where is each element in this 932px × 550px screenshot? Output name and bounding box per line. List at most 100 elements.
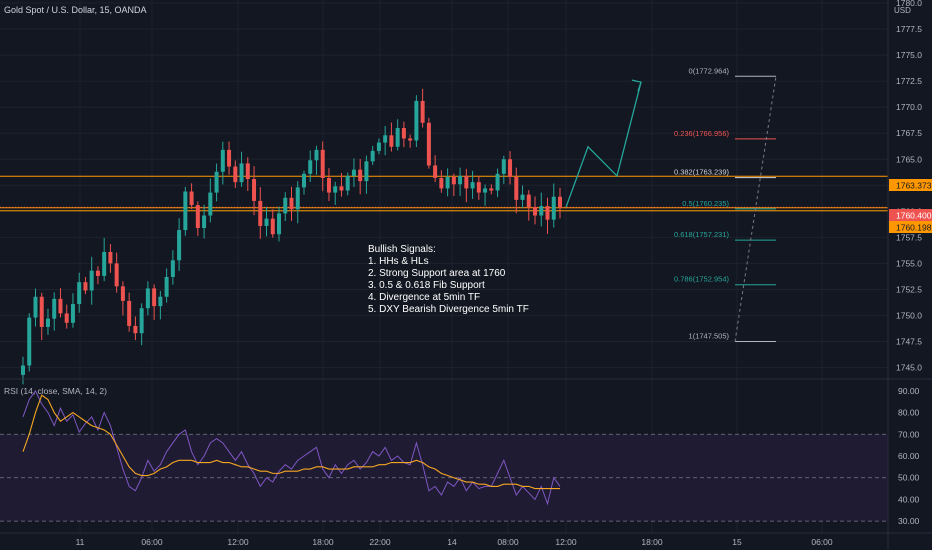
candle-body[interactable]	[283, 197, 288, 214]
candle-body[interactable]	[339, 186, 344, 191]
resistance-price-tag[interactable]: 1763.373	[889, 179, 932, 191]
candle-body[interactable]	[83, 282, 88, 291]
candle-body[interactable]	[526, 194, 531, 208]
candle-body[interactable]	[95, 270, 100, 276]
candle-body[interactable]	[558, 196, 562, 208]
candle-body[interactable]	[439, 178, 444, 189]
candle-body[interactable]	[476, 182, 481, 193]
candle-body[interactable]	[426, 122, 431, 166]
candle-body[interactable]	[39, 296, 44, 327]
candle-body[interactable]	[489, 188, 494, 191]
candle-body[interactable]	[21, 365, 25, 375]
candle-body[interactable]	[414, 100, 419, 141]
candle-body[interactable]	[102, 251, 107, 276]
candle-body[interactable]	[164, 276, 169, 297]
candle-body[interactable]	[483, 188, 488, 193]
candle-body[interactable]	[108, 251, 113, 264]
candle-body[interactable]	[539, 206, 544, 216]
rsi-header[interactable]: RSI (14, close, SMA, 14, 2)	[4, 386, 107, 396]
candle-body[interactable]	[270, 218, 275, 235]
candle-body[interactable]	[401, 128, 406, 139]
annotation-bullish-signals[interactable]: Bullish Signals: 1. HHs & HLs 2. Strong …	[368, 244, 529, 315]
candle-body[interactable]	[183, 191, 188, 231]
candle-body[interactable]	[89, 270, 94, 291]
candle-body[interactable]	[220, 149, 225, 172]
last-price-tag[interactable]: 1760.400	[889, 209, 932, 221]
candle-body[interactable]	[420, 100, 425, 123]
candle-body[interactable]	[314, 149, 319, 161]
candle-body[interactable]	[114, 263, 119, 287]
candle-body[interactable]	[408, 138, 413, 141]
candle-body[interactable]	[364, 161, 369, 182]
candle-body[interactable]	[27, 317, 32, 366]
candle-body[interactable]	[233, 166, 238, 183]
candle-body[interactable]	[326, 178, 331, 193]
candlesticks[interactable]	[21, 88, 562, 385]
candle-body[interactable]	[345, 175, 350, 191]
candle-body[interactable]	[245, 163, 250, 180]
time-axis[interactable]: 11 06:00 12:00 18:00 22:00 14 08:00 12:00 18:00 1…	[76, 537, 833, 547]
candle-body[interactable]	[195, 205, 200, 228]
candle-body[interactable]	[127, 300, 132, 326]
fib-trend-line[interactable]	[734, 76, 777, 342]
projection-path[interactable]	[565, 82, 642, 208]
candle-body[interactable]	[520, 194, 525, 200]
support-price-tag[interactable]: 1760.198	[889, 221, 932, 233]
fib-retracement[interactable]: 0(1772.964) 0.236(1766.956) 0.382(1763.239…	[674, 66, 777, 342]
candle-body[interactable]	[252, 179, 257, 201]
candle-body[interactable]	[351, 169, 356, 176]
candle-body[interactable]	[70, 304, 75, 323]
projection-arrow[interactable]	[565, 79, 642, 208]
candle-body[interactable]	[433, 165, 438, 179]
candle-body[interactable]	[227, 149, 232, 167]
candle-body[interactable]	[301, 173, 306, 188]
candle-body[interactable]	[464, 175, 469, 189]
candle-body[interactable]	[158, 296, 163, 307]
candle-body[interactable]	[77, 282, 82, 305]
candle-body[interactable]	[508, 159, 513, 177]
candle-body[interactable]	[145, 288, 150, 309]
candle-body[interactable]	[45, 318, 50, 327]
candle-body[interactable]	[202, 215, 207, 229]
candle-body[interactable]	[277, 213, 282, 235]
candle-body[interactable]	[295, 187, 300, 210]
candle-body[interactable]	[214, 171, 219, 193]
candle-body[interactable]	[139, 308, 144, 334]
candle-body[interactable]	[376, 142, 381, 151]
candle-body[interactable]	[320, 149, 325, 178]
candle-body[interactable]	[189, 191, 194, 206]
rsi-axis[interactable]: 30.00 40.00 50.00 60.00 70.00 80.00 90.00	[898, 386, 920, 526]
candle-body[interactable]	[358, 169, 363, 182]
candle-body[interactable]	[308, 160, 313, 174]
candle-body[interactable]	[152, 288, 157, 307]
candle-body[interactable]	[395, 128, 400, 147]
candle-body[interactable]	[445, 176, 450, 189]
candle-body[interactable]	[389, 135, 394, 147]
candle-body[interactable]	[52, 298, 57, 319]
symbol-title[interactable]: Gold Spot / U.S. Dollar, 15, OANDA	[4, 5, 147, 15]
candle-body[interactable]	[58, 298, 63, 314]
candle-body[interactable]	[370, 150, 375, 162]
candle-body[interactable]	[208, 192, 213, 216]
candle-body[interactable]	[451, 176, 456, 185]
candle-body[interactable]	[551, 196, 556, 220]
candle-body[interactable]	[514, 176, 519, 200]
candle-body[interactable]	[289, 197, 294, 210]
candle-body[interactable]	[64, 313, 69, 323]
candle-body[interactable]	[170, 260, 175, 277]
candle-body[interactable]	[258, 200, 263, 226]
candle-body[interactable]	[545, 206, 550, 220]
candle-body[interactable]	[33, 296, 38, 318]
candle-body[interactable]	[120, 286, 125, 301]
candle-body[interactable]	[533, 207, 538, 216]
candle-body[interactable]	[470, 182, 475, 189]
candle-body[interactable]	[177, 230, 182, 261]
candle-body[interactable]	[501, 159, 506, 174]
candle-body[interactable]	[458, 175, 463, 185]
candle-body[interactable]	[495, 173, 500, 191]
candle-body[interactable]	[239, 163, 244, 183]
candle-body[interactable]	[133, 325, 138, 334]
candle-body[interactable]	[333, 186, 338, 193]
candle-body[interactable]	[264, 218, 269, 226]
